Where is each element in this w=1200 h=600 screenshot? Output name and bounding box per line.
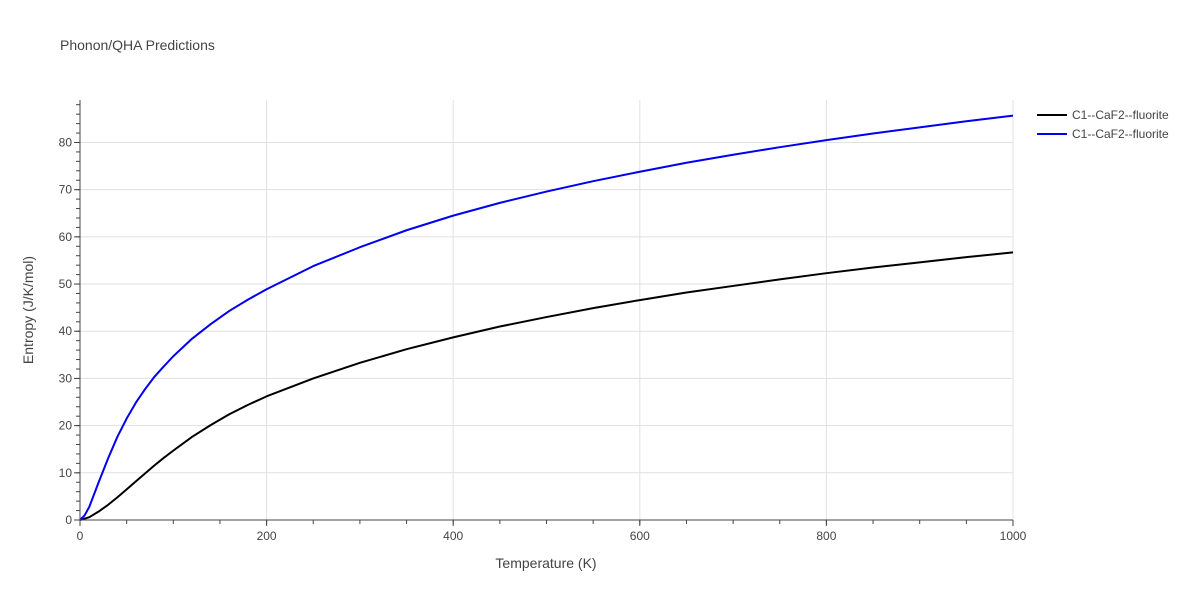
plot-area bbox=[79, 114, 1014, 521]
y-tick-label: 10 bbox=[59, 466, 73, 480]
x-tick-label: 800 bbox=[816, 529, 836, 543]
x-tick-label: 400 bbox=[443, 529, 463, 543]
x-tick-label: 600 bbox=[630, 529, 650, 543]
grid-lines bbox=[80, 100, 1014, 520]
y-tick-label: 30 bbox=[59, 371, 73, 385]
x-tick-label: 0 bbox=[77, 529, 84, 543]
y-tick-label: 40 bbox=[59, 324, 73, 338]
legend-label-2: C1--CaF2--fluorite bbox=[1072, 127, 1169, 141]
x-tick-label: 1000 bbox=[1000, 529, 1027, 543]
x-axis-label: Temperature (K) bbox=[495, 555, 596, 571]
y-tick-label: 70 bbox=[59, 183, 73, 197]
legend: C1--CaF2--fluorite C1--CaF2--fluorite bbox=[1037, 108, 1169, 141]
y-tick-label: 60 bbox=[59, 230, 73, 244]
x-tick-label: 200 bbox=[257, 529, 277, 543]
axes: 0 200 400 600 800 1000 0 10 20 30 40 50 60 70 80 bbox=[59, 100, 1027, 543]
y-tick-label: 50 bbox=[59, 277, 73, 291]
chart-title: Phonon/QHA Predictions bbox=[60, 37, 215, 53]
series-line-1 bbox=[79, 251, 1014, 521]
y-tick-label: 80 bbox=[59, 135, 73, 149]
y-tick-label: 0 bbox=[65, 513, 72, 527]
y-axis-label: Entropy (J/K/mol) bbox=[20, 256, 36, 364]
legend-label-1: C1--CaF2--fluorite bbox=[1072, 108, 1169, 122]
series-line-2 bbox=[79, 114, 1014, 521]
y-tick-label: 20 bbox=[59, 419, 73, 433]
